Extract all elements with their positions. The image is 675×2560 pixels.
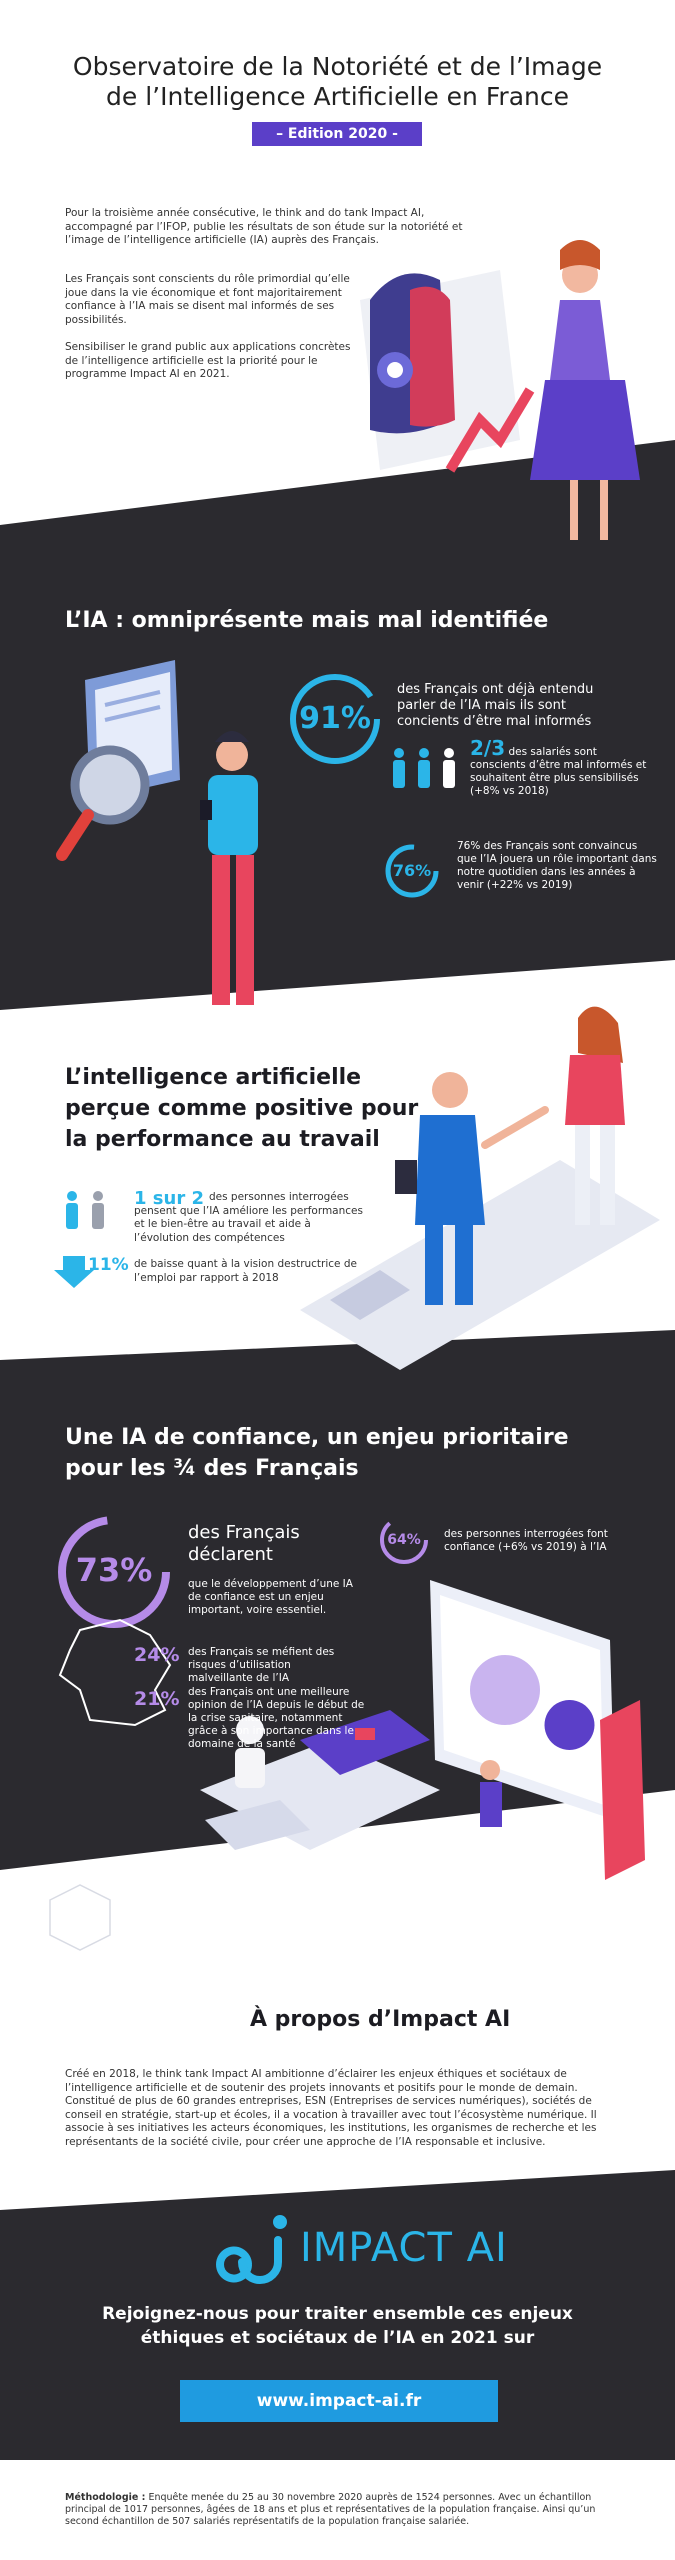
intro-paragraph: Les Français sont conscients du rôle pri…	[65, 273, 350, 326]
stat-text: 76% des Français sont convaincus que l’I…	[457, 840, 657, 891]
people-icons	[393, 748, 455, 788]
url-link[interactable]: www.impact-ai.fr	[256, 2391, 422, 2411]
edition-banner: – Edition 2020 -	[252, 122, 422, 146]
ring	[380, 1516, 428, 1564]
stat-value: 76%	[392, 861, 432, 880]
intro-illustration	[360, 240, 640, 540]
ring	[385, 844, 439, 898]
heading-line: la performance au travail	[65, 1127, 380, 1152]
whiteboard-illustration	[430, 1580, 645, 1880]
handshake-illustration	[300, 1006, 660, 1370]
cube-outline	[49, 1884, 111, 1951]
methodology-label: Méthodologie :	[65, 2492, 146, 2503]
robot-book-illustration	[200, 1710, 502, 1850]
section-heading: L’intelligence artificielle perçue comme …	[65, 1062, 418, 1155]
section2-icons	[54, 1191, 104, 1288]
logo-mark	[216, 2215, 287, 2284]
heading-line: Une IA de confiance, un enjeu prioritair…	[65, 1425, 569, 1450]
stat-text: des personnes interrogées font confiance…	[444, 1528, 608, 1553]
logo-text: IMPACT AI	[300, 2225, 508, 2271]
section-heading: À propos d’Impact AI	[250, 2007, 511, 2032]
url-button[interactable]	[180, 2380, 498, 2422]
stat-text: des salariés sont conscients d’être mal …	[470, 746, 647, 797]
stat-value: 91%	[299, 701, 371, 736]
stat-text: des Français ont une meilleure opinion d…	[188, 1686, 365, 1750]
dark-band	[0, 2170, 675, 2460]
heading-line: pour les ¾ des Français	[65, 1456, 359, 1481]
heading-line: perçue comme positive pour	[65, 1096, 419, 1121]
join-text: Rejoignez-nous pour traiter ensemble ces…	[102, 2304, 573, 2348]
section-heading: L’IA : omniprésente mais mal identifiée	[65, 608, 549, 633]
section-heading: Une IA de confiance, un enjeu prioritair…	[65, 1422, 569, 1484]
stat-value: 21%	[134, 1688, 180, 1710]
about-text: Créé en 2018, le think tank Impact AI am…	[65, 2068, 597, 2148]
stat-value: 64%	[387, 1532, 421, 1548]
stat-value: 73%	[75, 1551, 153, 1589]
stat-value: 24%	[134, 1644, 180, 1666]
intro-paragraph: Sensibiliser le grand public aux applica…	[65, 341, 351, 380]
heading-line: L’intelligence artificielle	[65, 1065, 362, 1090]
stat-block: 2/3 des salariés sont conscients d’être …	[470, 738, 650, 798]
document-magnifier-illustration	[56, 660, 180, 861]
ring	[290, 674, 380, 764]
title: de l’Intelligence Artificielle en France	[106, 82, 569, 111]
title: Observatoire de la Notoriété et de l’Ima…	[72, 52, 603, 81]
person-phone-illustration	[200, 731, 258, 1005]
stat-title: des Français déclarent	[188, 1522, 300, 1565]
methodology: Méthodologie : Enquête menée du 25 au 30…	[65, 2492, 625, 2528]
stat-value: 1 sur 2	[134, 1188, 204, 1209]
stat-value: 2/3	[470, 736, 506, 760]
stat-text: que le développement d’une IA de confian…	[188, 1578, 353, 1616]
intro-paragraph: Pour la troisième année consécutive, le …	[65, 207, 463, 246]
stat-text: des Français se méfient des risques d’ut…	[188, 1646, 335, 1684]
stat-text: de baisse quant à la vision destructrice…	[134, 1258, 357, 1284]
stat-value: 11%	[88, 1255, 129, 1275]
stat-text: des personnes interrogées pensent que l’…	[134, 1191, 363, 1244]
france-map	[58, 1618, 172, 1727]
ring	[58, 1516, 170, 1628]
stat-text: des Français ont déjà entendu parler de …	[397, 682, 594, 729]
dark-band	[0, 440, 675, 1010]
methodology-text: Enquête menée du 25 au 30 novembre 2020 …	[65, 2492, 596, 2527]
